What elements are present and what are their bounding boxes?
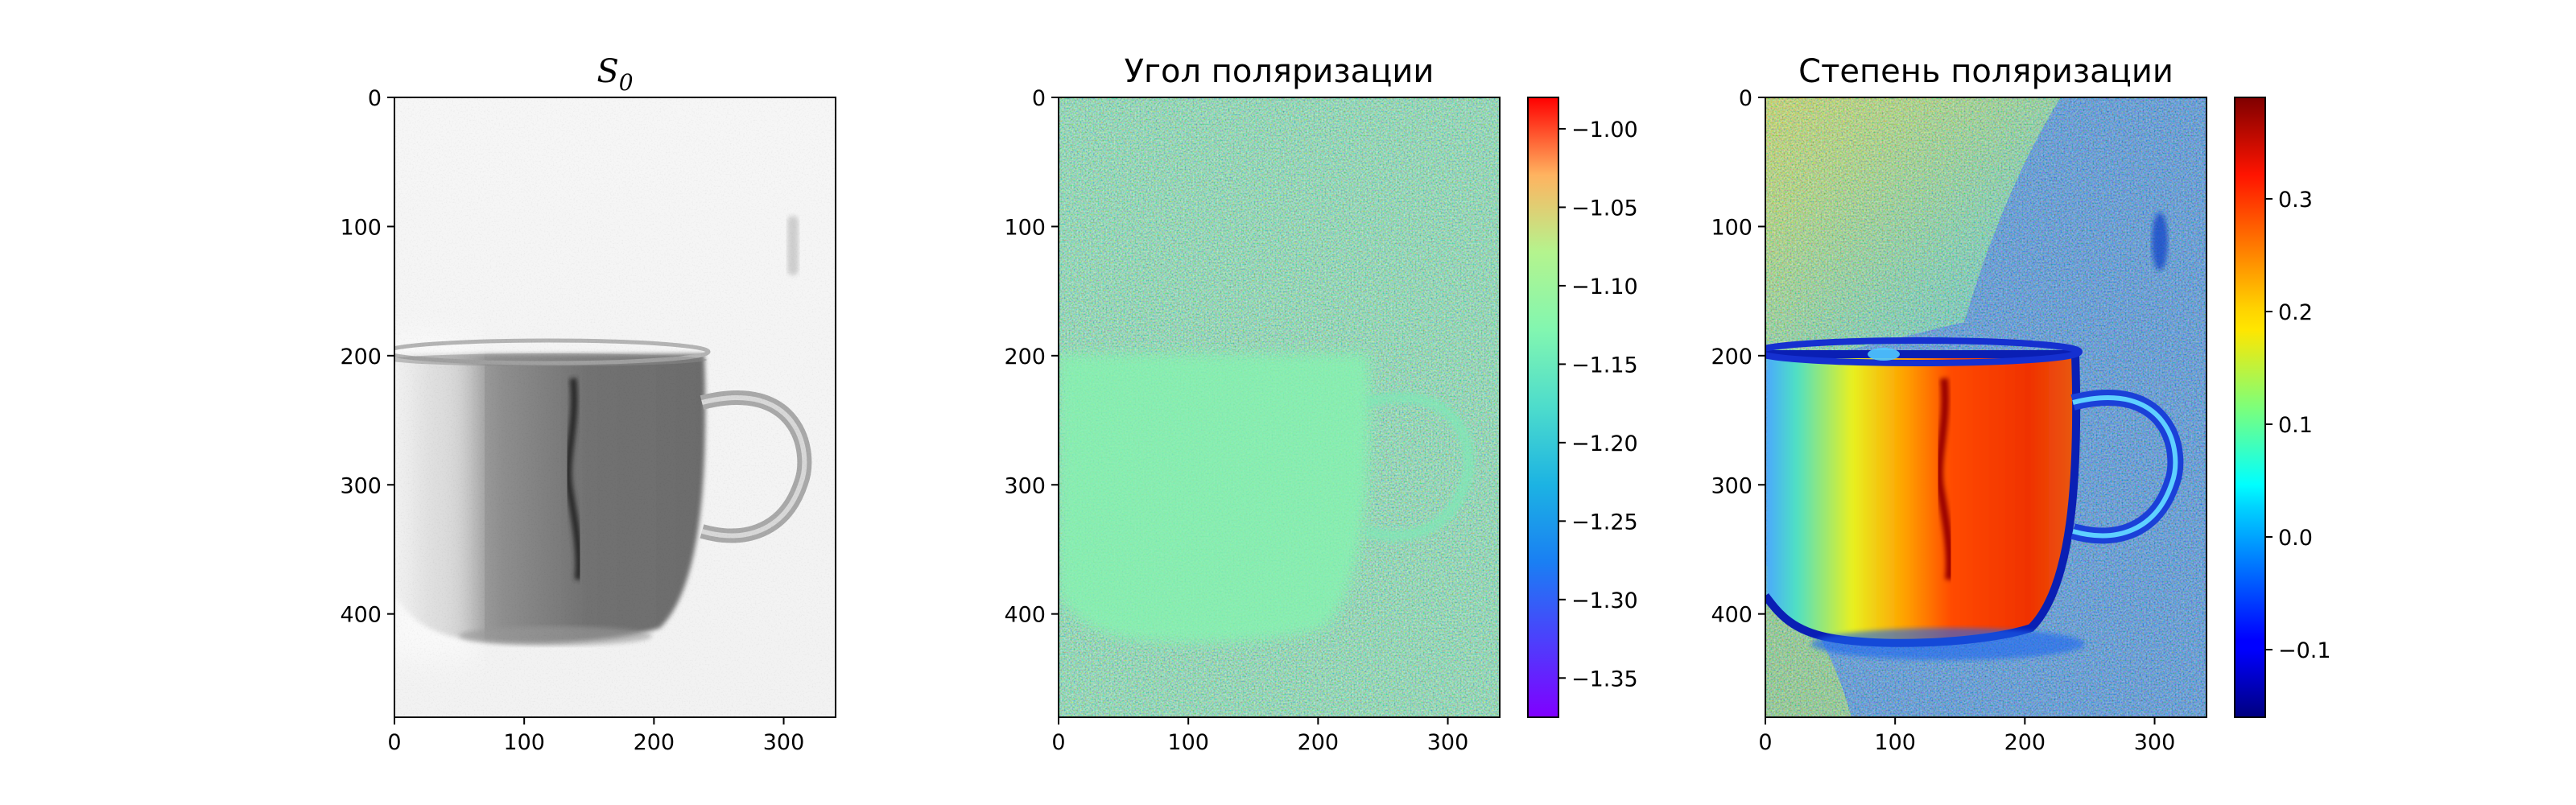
panel-angle: 0 100 200 300 0 100 200 300 400 Угол поляризации… — [1004, 53, 1637, 755]
s0-ytick-label: 200 — [340, 345, 382, 369]
angle-colorbar-tick-label: −1.20 — [1571, 431, 1638, 456]
s0-image — [394, 97, 836, 717]
angle-axes-frame — [1058, 97, 1501, 718]
degree-colorbar-tick-label: 0.0 — [2278, 526, 2313, 551]
degree-xtick-label: 100 — [1874, 730, 1916, 755]
angle-colorbar-tick-label: −1.35 — [1571, 667, 1638, 691]
angle-colorbar-ticks: −1.00 −1.05 −1.10 −1.15 −1.20 −1.25 −1.30 −1.35 — [1558, 118, 1638, 691]
degree-ticks: 0 100 200 300 0 100 200 300 400 — [1711, 86, 2175, 755]
s0-xtick-label: 200 — [634, 730, 675, 755]
s0-title: S0 — [597, 53, 633, 96]
angle-ytick-label: 200 — [1004, 345, 1046, 369]
angle-colorbar-tick-label: −1.05 — [1571, 196, 1638, 221]
degree-image — [1765, 97, 2207, 717]
degree-colorbar-tick-label: 0.3 — [2278, 188, 2313, 213]
degree-ytick-label: 200 — [1711, 345, 1752, 369]
s0-ytick-label: 400 — [340, 603, 382, 628]
s0-ytick-label: 300 — [340, 473, 382, 498]
angle-xtick-label: 100 — [1167, 730, 1209, 755]
degree-colorbar-ticks: 0.3 0.2 0.1 0.0 −0.1 — [2265, 188, 2331, 663]
degree-colorbar-tick-label: 0.2 — [2278, 300, 2313, 325]
angle-ytick-label: 100 — [1004, 215, 1046, 240]
angle-xtick-label: 0 — [1051, 730, 1065, 755]
degree-axes-frame — [1765, 97, 2207, 718]
angle-xtick-label: 200 — [1298, 730, 1340, 755]
angle-image — [1059, 97, 1500, 717]
angle-ytick-label: 0 — [1032, 86, 1046, 111]
s0-ticks: 0 100 200 300 0 100 200 300 400 — [340, 86, 804, 755]
angle-xtick-label: 300 — [1427, 730, 1469, 755]
angle-colorbar-tick-label: −1.15 — [1571, 353, 1638, 378]
angle-title: Угол поляризации — [1125, 53, 1435, 90]
degree-ytick-label: 100 — [1711, 215, 1752, 240]
s0-xtick-label: 100 — [503, 730, 545, 755]
s0-xtick-label: 300 — [763, 730, 805, 755]
degree-title: Степень поляризации — [1798, 53, 2174, 90]
angle-colorbar-tick-label: −1.25 — [1571, 510, 1638, 535]
angle-ytick-label: 400 — [1004, 603, 1046, 628]
s0-ytick-label: 0 — [368, 86, 382, 111]
degree-ytick-label: 0 — [1739, 86, 1752, 111]
degree-colorbar: 0.3 0.2 0.1 0.0 −0.1 — [2234, 97, 2331, 718]
degree-xtick-label: 300 — [2134, 730, 2176, 755]
angle-ytick-label: 300 — [1004, 473, 1046, 498]
degree-ytick-label: 300 — [1711, 473, 1752, 498]
angle-ticks: 0 100 200 300 0 100 200 300 400 — [1004, 86, 1468, 755]
degree-ytick-label: 400 — [1711, 603, 1752, 628]
angle-colorbar-tick-label: −1.00 — [1571, 118, 1638, 142]
angle-colorbar: −1.00 −1.05 −1.10 −1.15 −1.20 −1.25 −1.30 −1.35 — [1527, 97, 1638, 718]
degree-xtick-label: 200 — [2004, 730, 2046, 755]
angle-colorbar-tick-label: −1.10 — [1571, 275, 1638, 299]
degree-colorbar-tick-label: −0.1 — [2278, 638, 2331, 663]
angle-colorbar-tick-label: −1.30 — [1571, 588, 1638, 613]
degree-colorbar-tick-label: 0.1 — [2278, 413, 2313, 438]
degree-xtick-label: 0 — [1758, 730, 1772, 755]
panel-degree: 0 100 200 300 0 100 200 300 400 Степень поляриза… — [1711, 53, 2330, 755]
s0-ytick-label: 100 — [340, 215, 382, 240]
s0-axes-frame — [394, 97, 836, 718]
panel-s0: 0 100 200 300 0 100 200 300 400 S0 — [340, 53, 836, 755]
s0-xtick-label: 0 — [387, 730, 401, 755]
